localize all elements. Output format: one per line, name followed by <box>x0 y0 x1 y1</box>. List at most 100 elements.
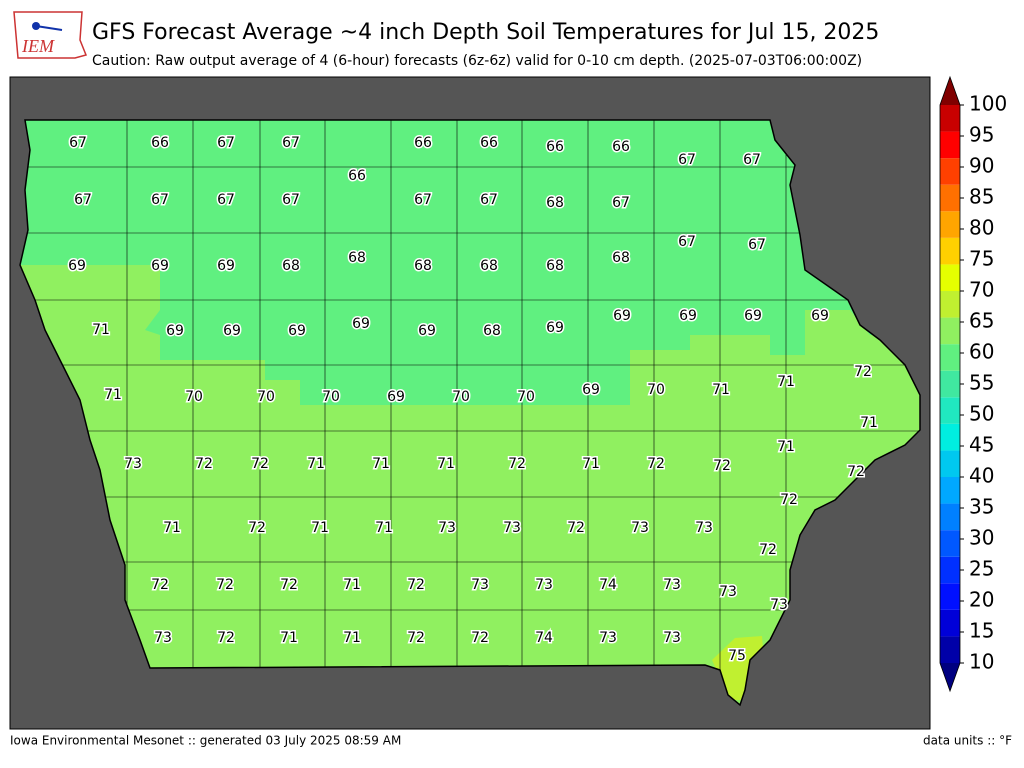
county-value: 75 <box>728 648 746 664</box>
colorbar: 10 15 20 25 30 35 40 45 50 55 60 65 70 75 80 85 90 95 100 <box>939 75 1007 693</box>
colorbar-bin <box>940 636 960 663</box>
colorbar-label: 80 <box>969 216 994 240</box>
county-value: 73 <box>503 520 521 536</box>
county-value: 72 <box>248 520 266 536</box>
logo: IEM <box>13 11 88 59</box>
footer-left: Iowa Environmental Mesonet :: generated … <box>10 734 401 748</box>
colorbar-label: 45 <box>969 433 994 457</box>
county-value: 70 <box>452 389 470 405</box>
county-value: 72 <box>195 456 213 472</box>
colorbar-label: 95 <box>969 123 994 147</box>
colorbar-bin <box>940 556 960 584</box>
county-value: 72 <box>407 630 425 646</box>
county-value: 68 <box>546 195 564 211</box>
colorbar-under <box>940 663 960 691</box>
county-value: 71 <box>777 439 795 455</box>
county-value: 73 <box>471 577 489 593</box>
county-value: 71 <box>860 415 878 431</box>
county-value: 67 <box>74 192 92 208</box>
county-value: 66 <box>348 168 366 184</box>
county-value: 71 <box>104 387 122 403</box>
county-value: 69 <box>352 316 370 332</box>
colorbar-bin <box>940 344 960 371</box>
county-value: 72 <box>759 542 777 558</box>
county-value: 67 <box>217 135 235 151</box>
county-labels: 67 66 67 67 66 66 66 66 66 67 67 67 67 67 67 67 67 68 67 67… <box>67 134 880 666</box>
colorbar-bin <box>940 397 960 424</box>
colorbar-label: 25 <box>969 557 994 581</box>
county-value: 67 <box>743 152 761 168</box>
county-value: 72 <box>847 464 865 480</box>
colorbar-bin <box>940 184 960 212</box>
county-value: 69 <box>217 258 235 274</box>
county-value: 67 <box>480 192 498 208</box>
county-value: 71 <box>280 630 298 646</box>
county-value: 72 <box>780 492 798 508</box>
colorbar-bin <box>940 609 960 637</box>
county-value: 72 <box>407 577 425 593</box>
county-value: 70 <box>322 389 340 405</box>
county-value: 66 <box>546 139 564 155</box>
county-value: 69 <box>811 308 829 324</box>
county-value: 73 <box>631 520 649 536</box>
county-value: 72 <box>713 458 731 474</box>
county-value: 73 <box>770 597 788 613</box>
colorbar-bin <box>940 370 960 398</box>
colorbar-label: 70 <box>969 278 994 302</box>
county-value: 71 <box>343 630 361 646</box>
county-value: 69 <box>387 389 405 405</box>
county-value: 72 <box>151 577 169 593</box>
colorbar-bin <box>940 530 960 557</box>
county-value: 72 <box>471 630 489 646</box>
county-value: 69 <box>582 382 600 398</box>
colorbar-bin <box>940 264 960 291</box>
county-value: 70 <box>185 389 203 405</box>
map <box>19 119 921 707</box>
county-value: 67 <box>69 135 87 151</box>
colorbar-bin <box>940 291 960 318</box>
logo-text: IEM <box>21 36 55 56</box>
colorbar-label: 100 <box>969 92 1007 116</box>
county-value: 73 <box>695 520 713 536</box>
colorbar-label: 50 <box>969 402 994 426</box>
county-value: 66 <box>414 135 432 151</box>
county-value: 72 <box>280 577 298 593</box>
colorbar-bin <box>940 105 960 132</box>
county-lines <box>20 120 920 705</box>
warm-region <box>20 265 920 705</box>
county-value: 73 <box>663 630 681 646</box>
county-value: 67 <box>748 237 766 253</box>
colorbar-label: 15 <box>969 619 994 643</box>
county-value: 72 <box>567 520 585 536</box>
county-value: 67 <box>612 195 630 211</box>
county-value: 69 <box>223 323 241 339</box>
county-value: 71 <box>92 322 110 338</box>
county-value: 67 <box>217 192 235 208</box>
county-value: 71 <box>343 577 361 593</box>
county-value: 71 <box>375 520 393 536</box>
colorbar-bin <box>940 131 960 159</box>
colorbar-label: 10 <box>969 650 994 674</box>
county-value: 72 <box>216 577 234 593</box>
county-value: 66 <box>151 135 169 151</box>
colorbar-bin <box>940 423 960 451</box>
county-value: 69 <box>744 308 762 324</box>
colorbar-label: 65 <box>969 309 994 333</box>
colorbar-label: 75 <box>969 247 994 271</box>
colorbar-over <box>940 77 960 105</box>
county-value: 71 <box>307 456 325 472</box>
colorbar-bin <box>940 477 960 504</box>
county-value: 68 <box>612 250 630 266</box>
county-value: 72 <box>854 364 872 380</box>
county-value: 67 <box>678 152 696 168</box>
county-value: 70 <box>257 389 275 405</box>
county-value: 67 <box>151 192 169 208</box>
county-value: 69 <box>68 258 86 274</box>
colorbar-bin <box>940 237 960 265</box>
county-value: 72 <box>251 456 269 472</box>
colorbar-label: 35 <box>969 495 994 519</box>
county-value: 72 <box>647 456 665 472</box>
county-value: 67 <box>414 192 432 208</box>
county-value: 73 <box>438 520 456 536</box>
county-value: 68 <box>546 258 564 274</box>
